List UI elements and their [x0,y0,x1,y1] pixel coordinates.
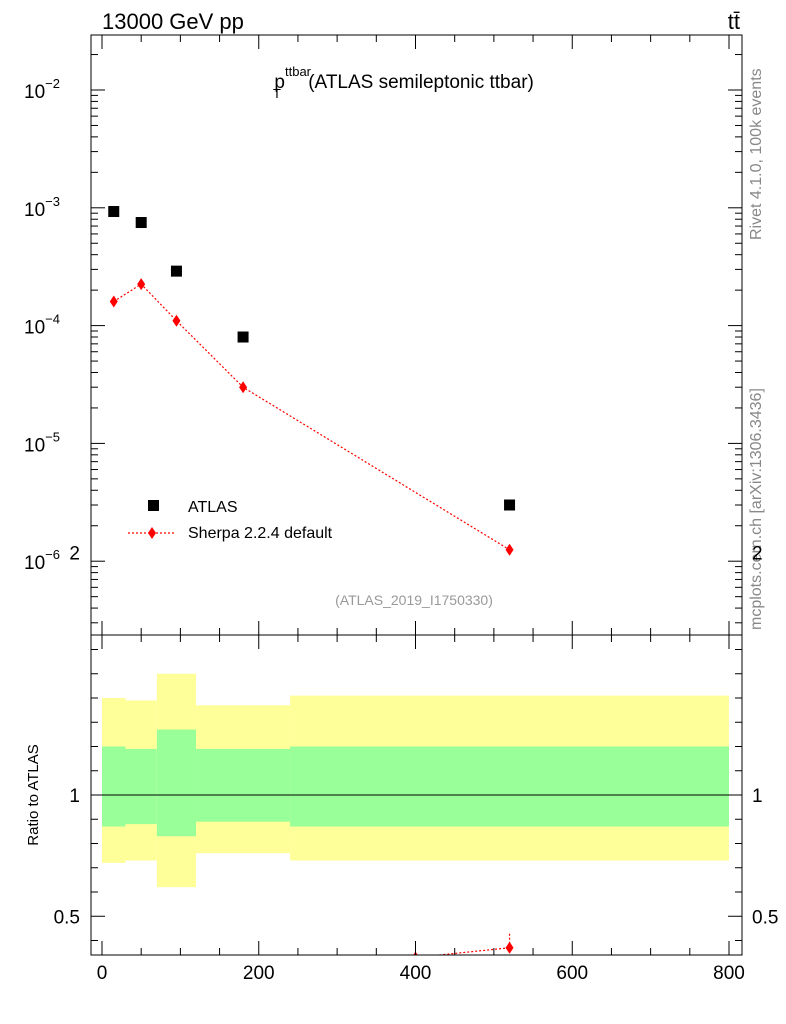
analysis-label: (ATLAS_2019_I1750330) [335,592,493,608]
uncertainty-band-inner [102,746,126,827]
ratio-ytick-label: 1 [69,786,80,807]
ratio-plot-panel: 0.5 0.5 1 1 2 2 0 200 400 600 800 Ratio to ATLAS [25,544,778,985]
uncertainty-band-inner [156,729,197,837]
sherpa-point [137,278,146,291]
ratio-ytick-label: 2 [69,544,80,565]
plot-title: pttbar T (ATLAS semileptonic ttbar) [273,64,534,101]
legend-sherpa-marker [148,527,156,539]
ratio-ylabel: Ratio to ATLAS [25,744,42,845]
mcplots-label: mcplots.cern.ch [arXiv:1306.3436] [748,388,765,630]
legend-atlas-label: ATLAS [188,499,238,516]
atlas-point [504,499,516,511]
main-ytick-label: 10−6 [24,547,60,574]
atlas-point [237,331,249,343]
atlas-point [170,265,182,277]
title-rest: (ATLAS semileptonic ttbar) [303,72,534,93]
ratio-ytick-label: 0.5 [54,907,80,928]
ratio-xtick-label: 200 [243,963,275,984]
uncertainty-band-inner [125,748,157,825]
ratio-xtick-label: 800 [713,963,745,984]
rivet-version-label: Rivet 4.1.0, 100k events [748,68,765,240]
process-label: tt̄ [728,9,740,34]
sherpa-point [505,543,514,556]
title-subscript: T [273,86,281,101]
uncertainty-band-inner [290,746,729,827]
atlas-point [135,217,147,229]
sherpa-point [172,314,181,327]
sherpa-line [113,283,510,551]
title-superscript: ttbar [285,64,312,79]
legend-sherpa-label: Sherpa 2.2.4 default [188,525,333,542]
ratio-ytick-label-right: 0.5 [752,907,778,928]
ratio-xtick-label: 400 [400,963,432,984]
ratio-xtick-label: 600 [556,963,588,984]
ratio-xtick-label: 0 [97,963,108,984]
legend-atlas-marker [148,500,159,511]
main-ytick-label: 10−3 [24,194,60,221]
main-plot-panel: 10−2 10−3 10−4 10−5 10−6 pttbar T (ATLAS semi… [24,34,743,636]
ratio-ytick-label-right: 1 [752,786,763,807]
uncertainty-band-inner [196,748,291,822]
ratio-ytick-label-right: 2 [752,544,763,565]
atlas-point [108,206,120,218]
main-ytick-label: 10−2 [24,76,60,103]
main-ytick-label: 10−5 [24,429,60,456]
legend: ATLAS Sherpa 2.2.4 default [128,499,333,542]
main-frame [90,34,743,636]
ratio-sherpa-line [433,947,510,955]
sherpa-point [109,295,118,308]
main-ytick-label: 10−4 [24,312,60,339]
ratio-sherpa-point [505,941,514,954]
energy-label: 13000 GeV pp [102,9,244,34]
title-p: p [274,72,285,93]
sherpa-point [239,381,248,394]
